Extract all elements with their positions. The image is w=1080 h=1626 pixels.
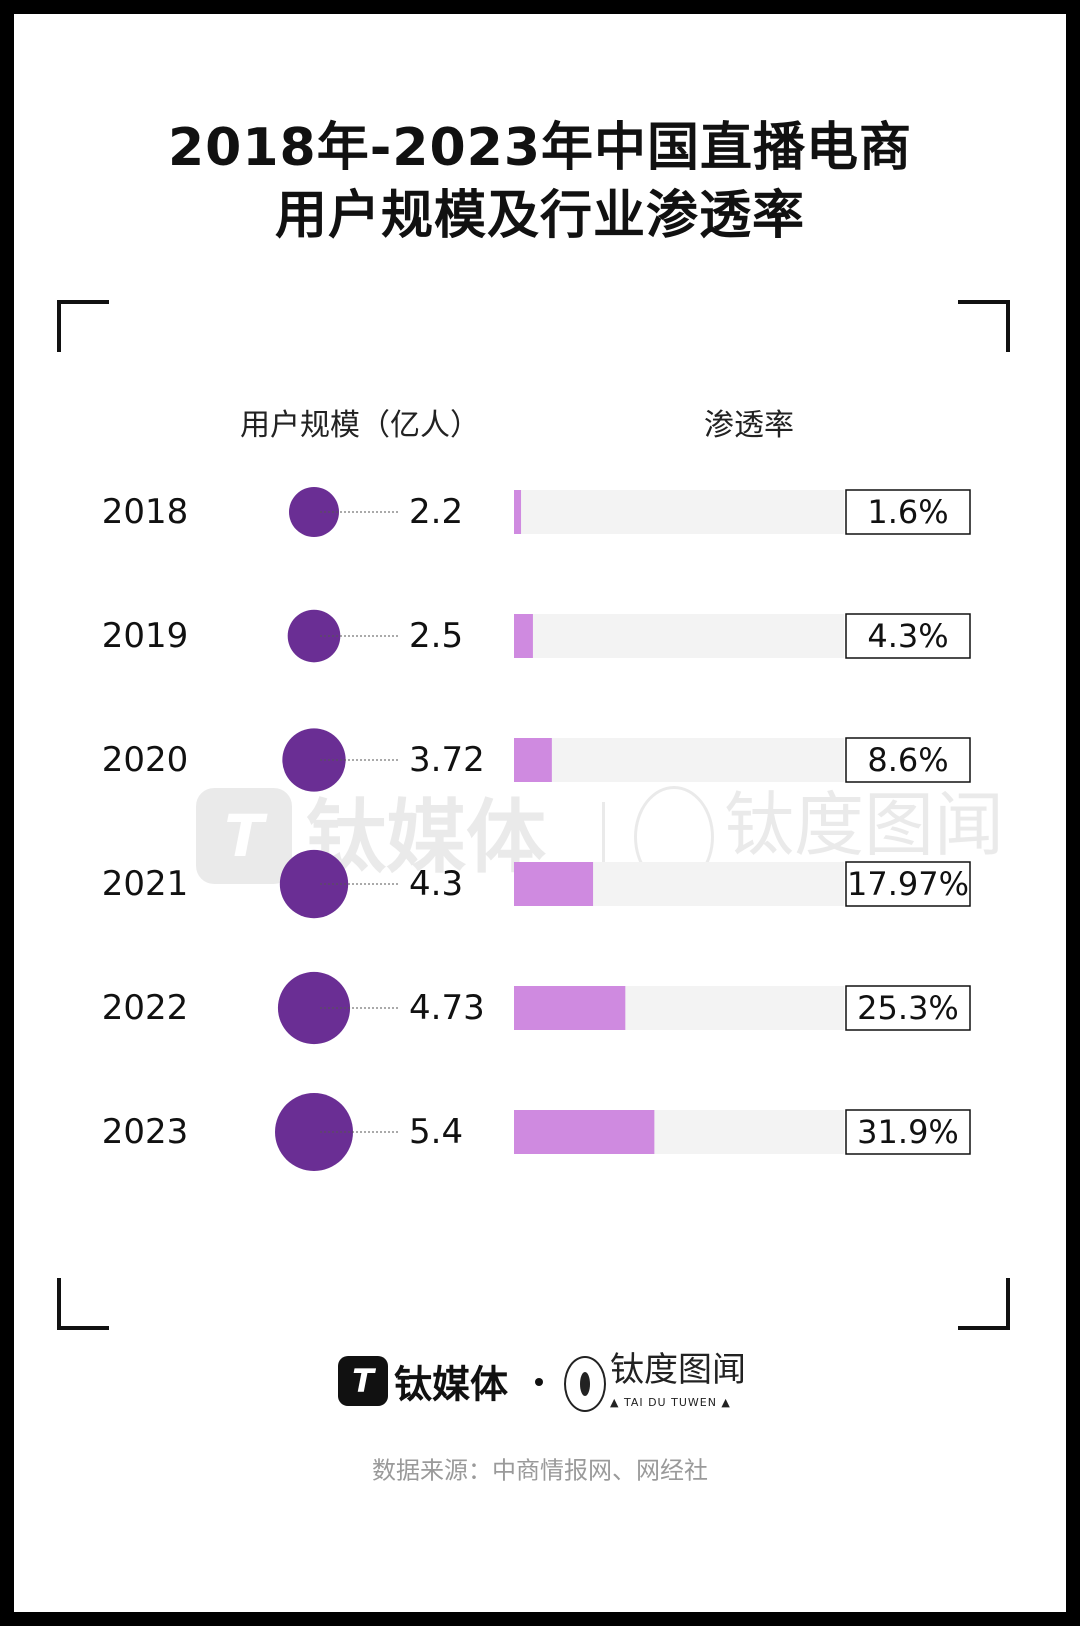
user-value-label: 4.73 xyxy=(409,988,485,1028)
title-line-2: 用户规模及行业渗透率 xyxy=(274,186,805,246)
penetration-value-label: 25.3% xyxy=(857,989,959,1027)
brand-logo-icon: T xyxy=(338,1356,388,1406)
user-value-label: 2.5 xyxy=(409,616,463,656)
penetration-value-label: 1.6% xyxy=(867,493,948,531)
penetration-label-box xyxy=(845,1109,971,1155)
corner-bracket-bottom-left xyxy=(57,1278,109,1330)
users-column-header: 用户规模（亿人） xyxy=(240,408,480,443)
penetration-value-label: 31.9% xyxy=(857,1113,959,1151)
year-label: 2023 xyxy=(102,1112,189,1152)
chart-title: 2018年-2023年中国直播电商 用户规模及行业渗透率 xyxy=(14,114,1066,250)
year-label: 2022 xyxy=(102,988,189,1028)
corner-bracket-bottom-right xyxy=(958,1278,1010,1330)
penetration-bar xyxy=(514,1110,655,1154)
penetration-value-label: 17.97% xyxy=(847,865,969,903)
penetration-bar xyxy=(514,614,533,658)
user-value-label: 5.4 xyxy=(409,1112,463,1152)
penetration-bar-track xyxy=(514,738,844,782)
user-value-label: 3.72 xyxy=(409,740,485,780)
corner-bracket-top-right xyxy=(958,300,1010,352)
year-label: 2019 xyxy=(102,616,189,656)
penetration-bar xyxy=(514,986,626,1030)
penetration-bar-track xyxy=(514,614,844,658)
year-label: 2021 xyxy=(102,864,189,904)
penetration-label-box xyxy=(845,861,971,907)
year-label: 2018 xyxy=(102,492,189,532)
brand-separator-dot xyxy=(535,1378,543,1386)
infographic-card: 2018年-2023年中国直播电商 用户规模及行业渗透率 用户规模（亿人） 渗透… xyxy=(14,14,1066,1612)
data-source: 数据来源：中商情报网、网经社 xyxy=(372,1456,708,1485)
user-bubble xyxy=(279,849,349,919)
penetration-bar xyxy=(514,490,522,534)
eye-logo-icon xyxy=(564,1356,606,1412)
penetration-label-box xyxy=(845,737,971,783)
penetration-column-header: 渗透率 xyxy=(704,408,794,443)
user-bubble xyxy=(275,1093,353,1171)
brand-name-taidutuwen-sub: ▲ TAI DU TUWEN ▲ xyxy=(610,1396,731,1409)
user-bubble xyxy=(277,971,351,1045)
brand-name-taidutuwen: 钛度图闻 xyxy=(610,1350,746,1390)
corner-bracket-top-left xyxy=(57,300,109,352)
title-line-1: 2018年-2023年中国直播电商 xyxy=(167,118,913,178)
penetration-value-label: 8.6% xyxy=(867,741,948,779)
user-value-label: 2.2 xyxy=(409,492,463,532)
penetration-value-label: 4.3% xyxy=(867,617,948,655)
penetration-bar xyxy=(514,862,594,906)
penetration-bar xyxy=(514,738,552,782)
penetration-label-box xyxy=(845,613,971,659)
brand-name-taimeiti: 钛媒体 xyxy=(394,1362,509,1407)
user-bubble xyxy=(282,728,346,792)
user-bubble xyxy=(287,609,341,663)
year-label: 2020 xyxy=(102,740,189,780)
penetration-bar-track xyxy=(514,490,844,534)
chart-area: 2018 2.2 1.6% 2019 2.5 4.3% 2020 3.72 8.6% 2021 4.… xyxy=(102,487,971,1171)
user-value-label: 4.3 xyxy=(409,864,463,904)
penetration-label-box xyxy=(845,985,971,1031)
penetration-label-box xyxy=(845,489,971,535)
user-bubble xyxy=(289,487,339,537)
